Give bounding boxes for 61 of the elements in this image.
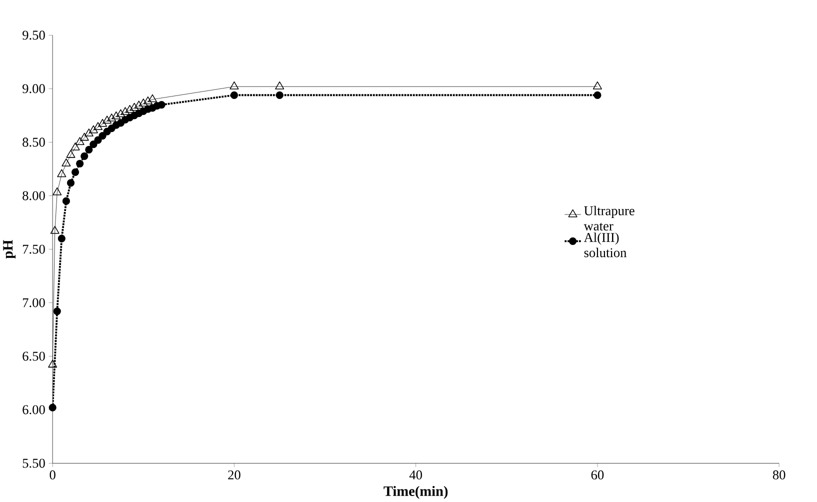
point xyxy=(75,137,84,145)
point xyxy=(80,132,89,141)
y-tick-label: 7.50 xyxy=(22,244,45,254)
y-tick-label: 9.00 xyxy=(22,84,45,94)
point xyxy=(70,142,80,150)
point xyxy=(107,114,116,122)
point xyxy=(48,404,56,412)
point xyxy=(592,81,602,90)
y-tick-label: 9.50 xyxy=(22,30,45,40)
y-tick-label: 8.00 xyxy=(22,191,45,200)
x-tick-label: 40 xyxy=(409,470,422,480)
point xyxy=(148,94,157,102)
point xyxy=(58,234,66,242)
point xyxy=(53,307,61,316)
point xyxy=(93,122,102,130)
point xyxy=(98,132,106,140)
point xyxy=(62,158,71,166)
point xyxy=(158,100,166,109)
point xyxy=(48,360,58,368)
point xyxy=(276,91,284,99)
point xyxy=(66,179,75,187)
point xyxy=(116,109,126,118)
y-tick-label: 8.50 xyxy=(22,138,45,147)
x-tick-label: 60 xyxy=(591,470,604,480)
point xyxy=(62,197,70,205)
x-tick-label: 80 xyxy=(772,470,786,480)
point xyxy=(143,96,152,104)
point xyxy=(594,91,602,99)
point xyxy=(90,140,98,148)
point xyxy=(102,116,112,124)
point xyxy=(138,98,148,106)
point xyxy=(120,107,130,115)
point xyxy=(50,226,60,234)
x-tick-label: 0 xyxy=(50,470,56,480)
point xyxy=(76,160,84,168)
point xyxy=(94,136,102,144)
y-tick-label: 6.50 xyxy=(22,352,45,361)
point xyxy=(275,81,284,90)
point xyxy=(57,169,66,178)
x-tick-label: 20 xyxy=(228,470,240,480)
point xyxy=(134,100,144,109)
legend-label: Al(III) solution xyxy=(584,232,627,258)
point xyxy=(130,102,139,111)
point xyxy=(71,168,80,176)
x-axis-title: Time(min) xyxy=(384,486,448,499)
point xyxy=(125,104,134,113)
point xyxy=(230,81,239,90)
y-tick-label: 7.00 xyxy=(22,298,45,308)
y-tick-label: 5.50 xyxy=(22,458,45,468)
point xyxy=(66,150,76,158)
point xyxy=(112,111,121,120)
point xyxy=(98,118,108,127)
point xyxy=(88,125,98,134)
legend-label: Ultrapure water xyxy=(584,206,634,230)
point xyxy=(84,128,94,136)
y-tick-label: 6.00 xyxy=(22,405,45,414)
point xyxy=(52,187,62,196)
y-axis-title: pH xyxy=(3,240,16,259)
point xyxy=(80,152,88,160)
point xyxy=(230,91,238,99)
point xyxy=(85,146,93,154)
